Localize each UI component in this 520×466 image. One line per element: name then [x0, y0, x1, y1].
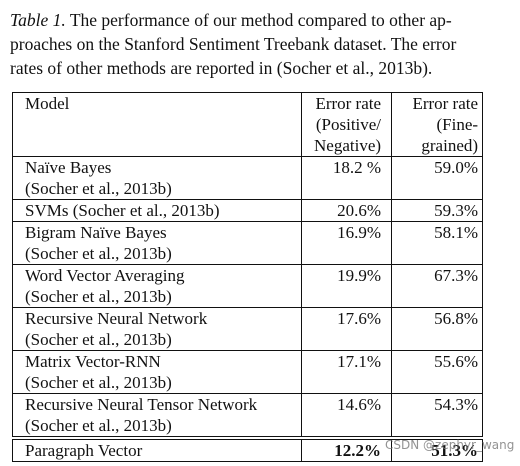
table-cell: 20.6% [300, 199, 393, 222]
table-row: Recursive Neural Tensor Network (Socher e… [12, 393, 484, 439]
caption-line: proaches on the Stanford Sentiment Treeb… [10, 32, 510, 56]
cell-line: (Positive/ [315, 115, 382, 134]
cell-line: (Socher et al., 2013b) [25, 287, 172, 306]
table-cell: Paragraph Vector [12, 436, 302, 462]
caption-line: Table 1. The performance of our method c… [10, 8, 510, 32]
cell-text: 17.1% [337, 352, 382, 371]
cell-line: (Socher et al., 2013b) [25, 330, 172, 349]
cell-line: (Fine- [436, 115, 479, 134]
cell-line: (Socher et al., 2013b) [25, 244, 172, 263]
cell-line: (Socher et al., 2013b) [25, 373, 172, 392]
table-cell: 54.3% [391, 393, 484, 439]
cell-text: 58.1% [434, 223, 479, 242]
table-cell: Error rate (Positive/Negative) [300, 92, 393, 157]
table-row: Matrix Vector-RNN (Socher et al., 2013b) 1… [12, 350, 484, 394]
caption-line: rates of other methods are reported in (… [10, 56, 510, 80]
table-row: Bigram Naïve Bayes (Socher et al., 2013b)… [12, 221, 484, 265]
table-cell: Bigram Naïve Bayes (Socher et al., 2013b) [12, 221, 302, 265]
cell-line: Naïve Bayes [25, 158, 112, 177]
cell-text: 17.6% [337, 309, 382, 328]
cell-text: 54.3% [434, 395, 479, 414]
table-cell: 58.1% [391, 221, 484, 265]
table-cell: 19.9% [300, 264, 393, 308]
cell-line: Model [25, 94, 70, 113]
cell-text: 59.3% [434, 201, 479, 220]
caption-text: rates of other methods are reported in (… [10, 58, 433, 78]
table-cell: Word Vector Averaging (Socher et al., 201… [12, 264, 302, 308]
cell-text: 16.9% [337, 223, 382, 242]
cell-line: grained) [421, 136, 479, 155]
table-cell: Naïve Bayes (Socher et al., 2013b) [12, 156, 302, 200]
results-table: Model Error rate (Positive/Negative) Error … [12, 92, 484, 462]
table-cell: 67.3% [391, 264, 484, 308]
table-cell: 18.2 % [300, 156, 393, 200]
cell-line: Recursive Neural Tensor Network [25, 395, 258, 414]
table-cell: 16.9% [300, 221, 393, 265]
table-cell: Error rate (Fine-grained) [391, 92, 484, 157]
table-row: Naïve Bayes (Socher et al., 2013b) 18.2 % 5… [12, 156, 484, 200]
table-row: Word Vector Averaging (Socher et al., 201… [12, 264, 484, 308]
cell-line: Word Vector Averaging [25, 266, 185, 285]
cell-line: Recursive Neural Network [25, 309, 208, 328]
cell-line: Error rate [412, 94, 479, 113]
table-cell: 12.2% [300, 436, 393, 462]
table-row: Paragraph Vector 12.2% 51.3% [12, 436, 484, 462]
cell-text: 55.6% [434, 352, 479, 371]
table-cell: 51.3% [391, 436, 484, 462]
caption-text: The performance of our method compared t… [69, 10, 452, 30]
cell-line: Bigram Naïve Bayes [25, 223, 167, 242]
table-cell: Model [12, 92, 302, 157]
table-cell: 59.0% [391, 156, 484, 200]
table-cell: 17.6% [300, 307, 393, 351]
caption-label: Table 1. [10, 10, 66, 30]
table-cell: Matrix Vector-RNN (Socher et al., 2013b) [12, 350, 302, 394]
watermark: CSDN @zephyr_wang [385, 438, 515, 452]
cell-text: 51.3% [431, 441, 479, 460]
table-cell: SVMs (Socher et al., 2013b) [12, 199, 302, 222]
header-row: Model Error rate (Positive/Negative) Error … [12, 92, 484, 157]
table-row: SVMs (Socher et al., 2013b) 20.6% 59.3% [12, 199, 484, 222]
caption-text: proaches on the Stanford Sentiment Treeb… [10, 34, 457, 54]
cell-text: 12.2% [334, 441, 382, 460]
cell-text: 18.2 % [332, 158, 382, 177]
table-cell: 14.6% [300, 393, 393, 439]
table-row: Recursive Neural Network (Socher et al., … [12, 307, 484, 351]
cell-line: Matrix Vector-RNN [25, 352, 161, 371]
cell-line: Negative) [314, 136, 382, 155]
cell-line: (Socher et al., 2013b) [25, 416, 172, 435]
cell-text: 14.6% [337, 395, 382, 414]
cell-text: 59.0% [434, 158, 479, 177]
table-cell: Recursive Neural Tensor Network (Socher e… [12, 393, 302, 439]
cell-line: Paragraph Vector [25, 441, 143, 460]
cell-text: 20.6% [337, 201, 382, 220]
table-cell: 59.3% [391, 199, 484, 222]
cell-text: 56.8% [434, 309, 479, 328]
table-cell: 17.1% [300, 350, 393, 394]
cell-line: (Socher et al., 2013b) [25, 179, 172, 198]
caption: Table 1. The performance of our method c… [10, 8, 510, 80]
cell-text: 67.3% [434, 266, 479, 285]
cell-line: SVMs (Socher et al., 2013b) [25, 201, 220, 220]
table-cell: 56.8% [391, 307, 484, 351]
table-cell: 55.6% [391, 350, 484, 394]
cell-text: 19.9% [337, 266, 382, 285]
cell-line: Error rate [315, 94, 382, 113]
table-cell: Recursive Neural Network (Socher et al., … [12, 307, 302, 351]
